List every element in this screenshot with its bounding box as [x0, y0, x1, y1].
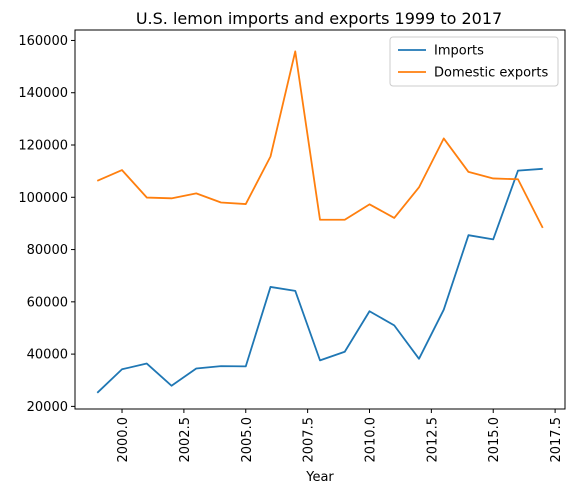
- legend-box: [389, 36, 559, 87]
- legend-label-0: Imports: [434, 44, 484, 59]
- x-tick-label-7: 2017.5: [549, 417, 564, 463]
- series-line-0: [96, 167, 543, 394]
- y-tick-label-3: 80000: [27, 243, 68, 258]
- x-tick-label-3: 2007.5: [302, 417, 317, 463]
- y-tick-label-0: 20000: [27, 400, 68, 415]
- x-tick-label-4: 2010.0: [363, 417, 378, 463]
- y-tick-label-6: 140000: [18, 86, 68, 101]
- y-tick-label-5: 120000: [18, 139, 68, 154]
- series-line-1: [96, 50, 544, 229]
- x-tick-label-6: 2015.0: [487, 417, 502, 463]
- x-axis: 2000.0 2002.5 2005.0 2007.5 2010.0 2012.5 2015…: [116, 409, 564, 463]
- y-tick-label-4: 100000: [18, 191, 68, 206]
- plot-frame: [74, 29, 566, 410]
- y-axis: 20000 40000 60000 80000 100000 120000 140000 16…: [18, 34, 75, 415]
- legend-label-1: Domestic exports: [434, 66, 548, 81]
- x-axis-title: Year: [305, 470, 334, 485]
- legend: Imports Domestic exports: [389, 36, 559, 87]
- x-tick-label-2: 2005.0: [240, 417, 255, 463]
- plot-area: [96, 50, 544, 394]
- x-tick-label-0: 2000.0: [116, 417, 131, 463]
- y-tick-label-2: 60000: [27, 295, 68, 310]
- y-tick-label-1: 40000: [27, 348, 68, 363]
- x-tick-label-5: 2012.5: [425, 417, 440, 463]
- x-tick-label-1: 2002.5: [178, 417, 193, 463]
- y-tick-label-7: 160000: [18, 34, 68, 49]
- chart-title: U.S. lemon imports and exports 1999 to 2…: [136, 9, 502, 28]
